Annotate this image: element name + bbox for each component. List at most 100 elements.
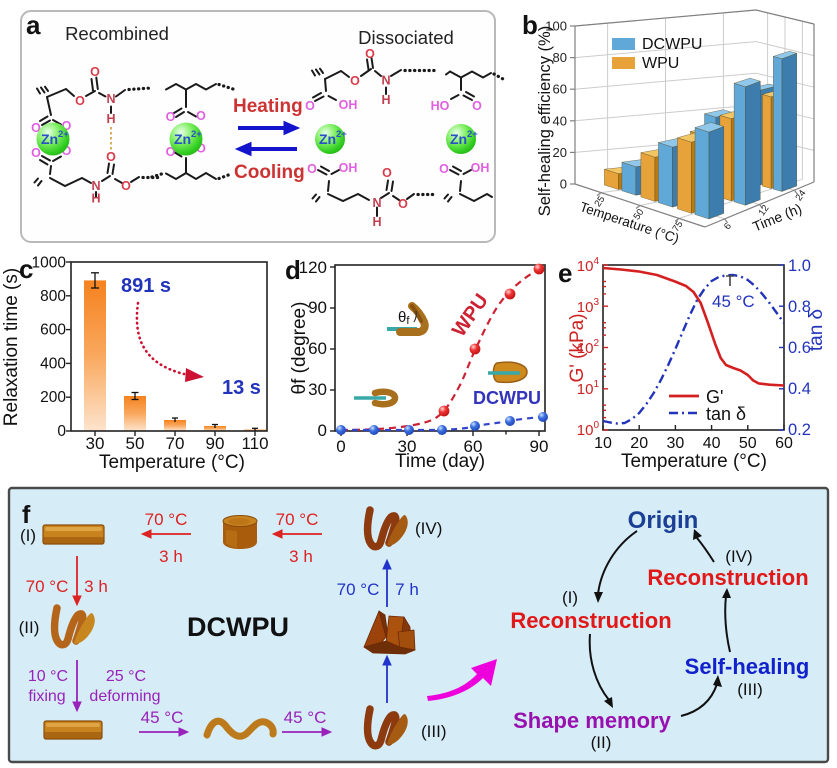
svg-text:0.6: 0.6 — [788, 339, 811, 357]
svg-text:H: H — [372, 215, 381, 229]
svg-text:75: 75 — [670, 219, 685, 234]
svg-text:DCWPU: DCWPU — [473, 388, 541, 408]
svg-text:2+: 2+ — [58, 129, 69, 140]
svg-text:H: H — [381, 93, 390, 107]
svg-text:30: 30 — [86, 434, 105, 453]
svg-text:O: O — [62, 119, 72, 133]
svg-text:0: 0 — [57, 423, 66, 440]
svg-text:Temperature (°C): Temperature (°C) — [621, 451, 767, 472]
svg-text:80: 80 — [553, 50, 567, 65]
svg-text:(III): (III) — [737, 680, 763, 699]
svg-text:N: N — [381, 74, 390, 88]
svg-text:Origin: Origin — [628, 507, 699, 534]
svg-text:10 °C: 10 °C — [28, 668, 68, 685]
svg-text:c: c — [19, 254, 33, 284]
svg-text:H: H — [106, 112, 115, 126]
svg-text:O: O — [166, 145, 176, 159]
svg-text:60: 60 — [464, 437, 483, 456]
svg-text:Time (day): Time (day) — [395, 451, 485, 472]
svg-text:800: 800 — [40, 288, 66, 305]
svg-text:O: O — [90, 65, 100, 79]
svg-text:(I): (I) — [20, 526, 36, 545]
svg-text:Self-healing efficiency (%): Self-healing efficiency (%) — [536, 26, 554, 216]
svg-text:103: 103 — [577, 297, 600, 316]
svg-text:2+: 2+ — [467, 129, 478, 140]
svg-text:WPU: WPU — [448, 290, 493, 341]
svg-text:(IV): (IV) — [415, 519, 442, 538]
svg-text:Reconstruction: Reconstruction — [647, 565, 808, 590]
svg-text:100: 100 — [545, 19, 567, 34]
svg-text:0.4: 0.4 — [788, 380, 811, 398]
svg-text:1000: 1000 — [32, 255, 67, 272]
svg-text:50: 50 — [739, 435, 757, 452]
svg-text:OH: OH — [471, 161, 490, 175]
svg-text:O: O — [62, 144, 72, 158]
svg-text:O: O — [398, 197, 408, 211]
svg-text:Self-healing: Self-healing — [685, 654, 810, 679]
svg-text:70 °C: 70 °C — [26, 577, 69, 596]
svg-text:25 °C: 25 °C — [106, 668, 146, 685]
svg-text:Cooling: Cooling — [234, 162, 305, 183]
svg-text:45 °C: 45 °C — [284, 708, 327, 727]
svg-text:G' (kPa): G' (kPa) — [567, 313, 588, 382]
svg-text:70 °C: 70 °C — [276, 510, 319, 529]
svg-text:N: N — [91, 179, 100, 193]
svg-text:45 °C: 45 °C — [712, 292, 755, 311]
svg-text:60: 60 — [553, 82, 567, 97]
svg-text:O: O — [305, 99, 315, 113]
svg-text:891 s: 891 s — [121, 275, 171, 297]
svg-text:HO: HO — [431, 99, 450, 113]
svg-text:tan δ: tan δ — [806, 309, 827, 351]
svg-text:20: 20 — [553, 145, 567, 160]
svg-text:f: f — [22, 501, 31, 529]
svg-text:a: a — [26, 10, 41, 40]
svg-text:G': G' — [706, 387, 723, 407]
svg-text:O: O — [439, 162, 449, 176]
svg-text:30: 30 — [398, 437, 417, 456]
svg-text:O: O — [350, 74, 360, 88]
svg-text:50: 50 — [126, 434, 145, 453]
svg-text:O: O — [31, 121, 41, 135]
svg-text:N: N — [372, 196, 381, 210]
svg-text:50: 50 — [631, 207, 646, 222]
svg-text:DCWPU: DCWPU — [187, 612, 289, 642]
svg-text:6: 6 — [722, 221, 734, 232]
svg-text:90: 90 — [530, 437, 549, 456]
svg-text:b: b — [522, 10, 538, 40]
svg-text:O: O — [196, 109, 206, 123]
svg-text:400: 400 — [40, 355, 66, 372]
svg-text:fixing: fixing — [28, 688, 65, 705]
svg-text:θf: θf — [398, 309, 410, 327]
svg-text:N: N — [106, 92, 115, 106]
svg-text:OH: OH — [339, 161, 358, 175]
svg-text:(IV): (IV) — [725, 547, 752, 566]
svg-text:Zn: Zn — [319, 131, 336, 147]
svg-text:O: O — [106, 150, 116, 164]
svg-text:30: 30 — [667, 435, 685, 452]
svg-text:1.0: 1.0 — [788, 257, 811, 275]
svg-text:7 h: 7 h — [395, 580, 419, 599]
svg-text:40: 40 — [703, 435, 721, 452]
svg-text:O: O — [166, 110, 176, 124]
svg-text:2+: 2+ — [191, 129, 202, 140]
svg-text:3 h: 3 h — [289, 547, 313, 566]
svg-text:200: 200 — [40, 389, 66, 406]
svg-text:θf (degree): θf (degree) — [289, 302, 310, 395]
svg-text:0: 0 — [336, 437, 345, 456]
svg-text:60: 60 — [775, 435, 793, 452]
svg-text:70 °C: 70 °C — [337, 580, 380, 599]
svg-text:(I): (I) — [562, 588, 578, 607]
svg-text:O: O — [121, 179, 131, 193]
svg-text:Heating: Heating — [233, 96, 303, 117]
svg-text:24: 24 — [793, 188, 808, 203]
svg-text:10: 10 — [594, 435, 612, 452]
svg-text:tan δ: tan δ — [706, 404, 746, 424]
svg-text:(III): (III) — [421, 722, 447, 741]
svg-text:Temperature (°C): Temperature (°C) — [99, 452, 245, 473]
svg-text:60: 60 — [308, 339, 327, 358]
svg-text:d: d — [285, 255, 301, 285]
svg-text:O: O — [365, 47, 375, 61]
svg-text:12: 12 — [756, 203, 771, 218]
svg-text:Zn: Zn — [174, 131, 191, 147]
svg-text:13 s: 13 s — [222, 377, 261, 399]
